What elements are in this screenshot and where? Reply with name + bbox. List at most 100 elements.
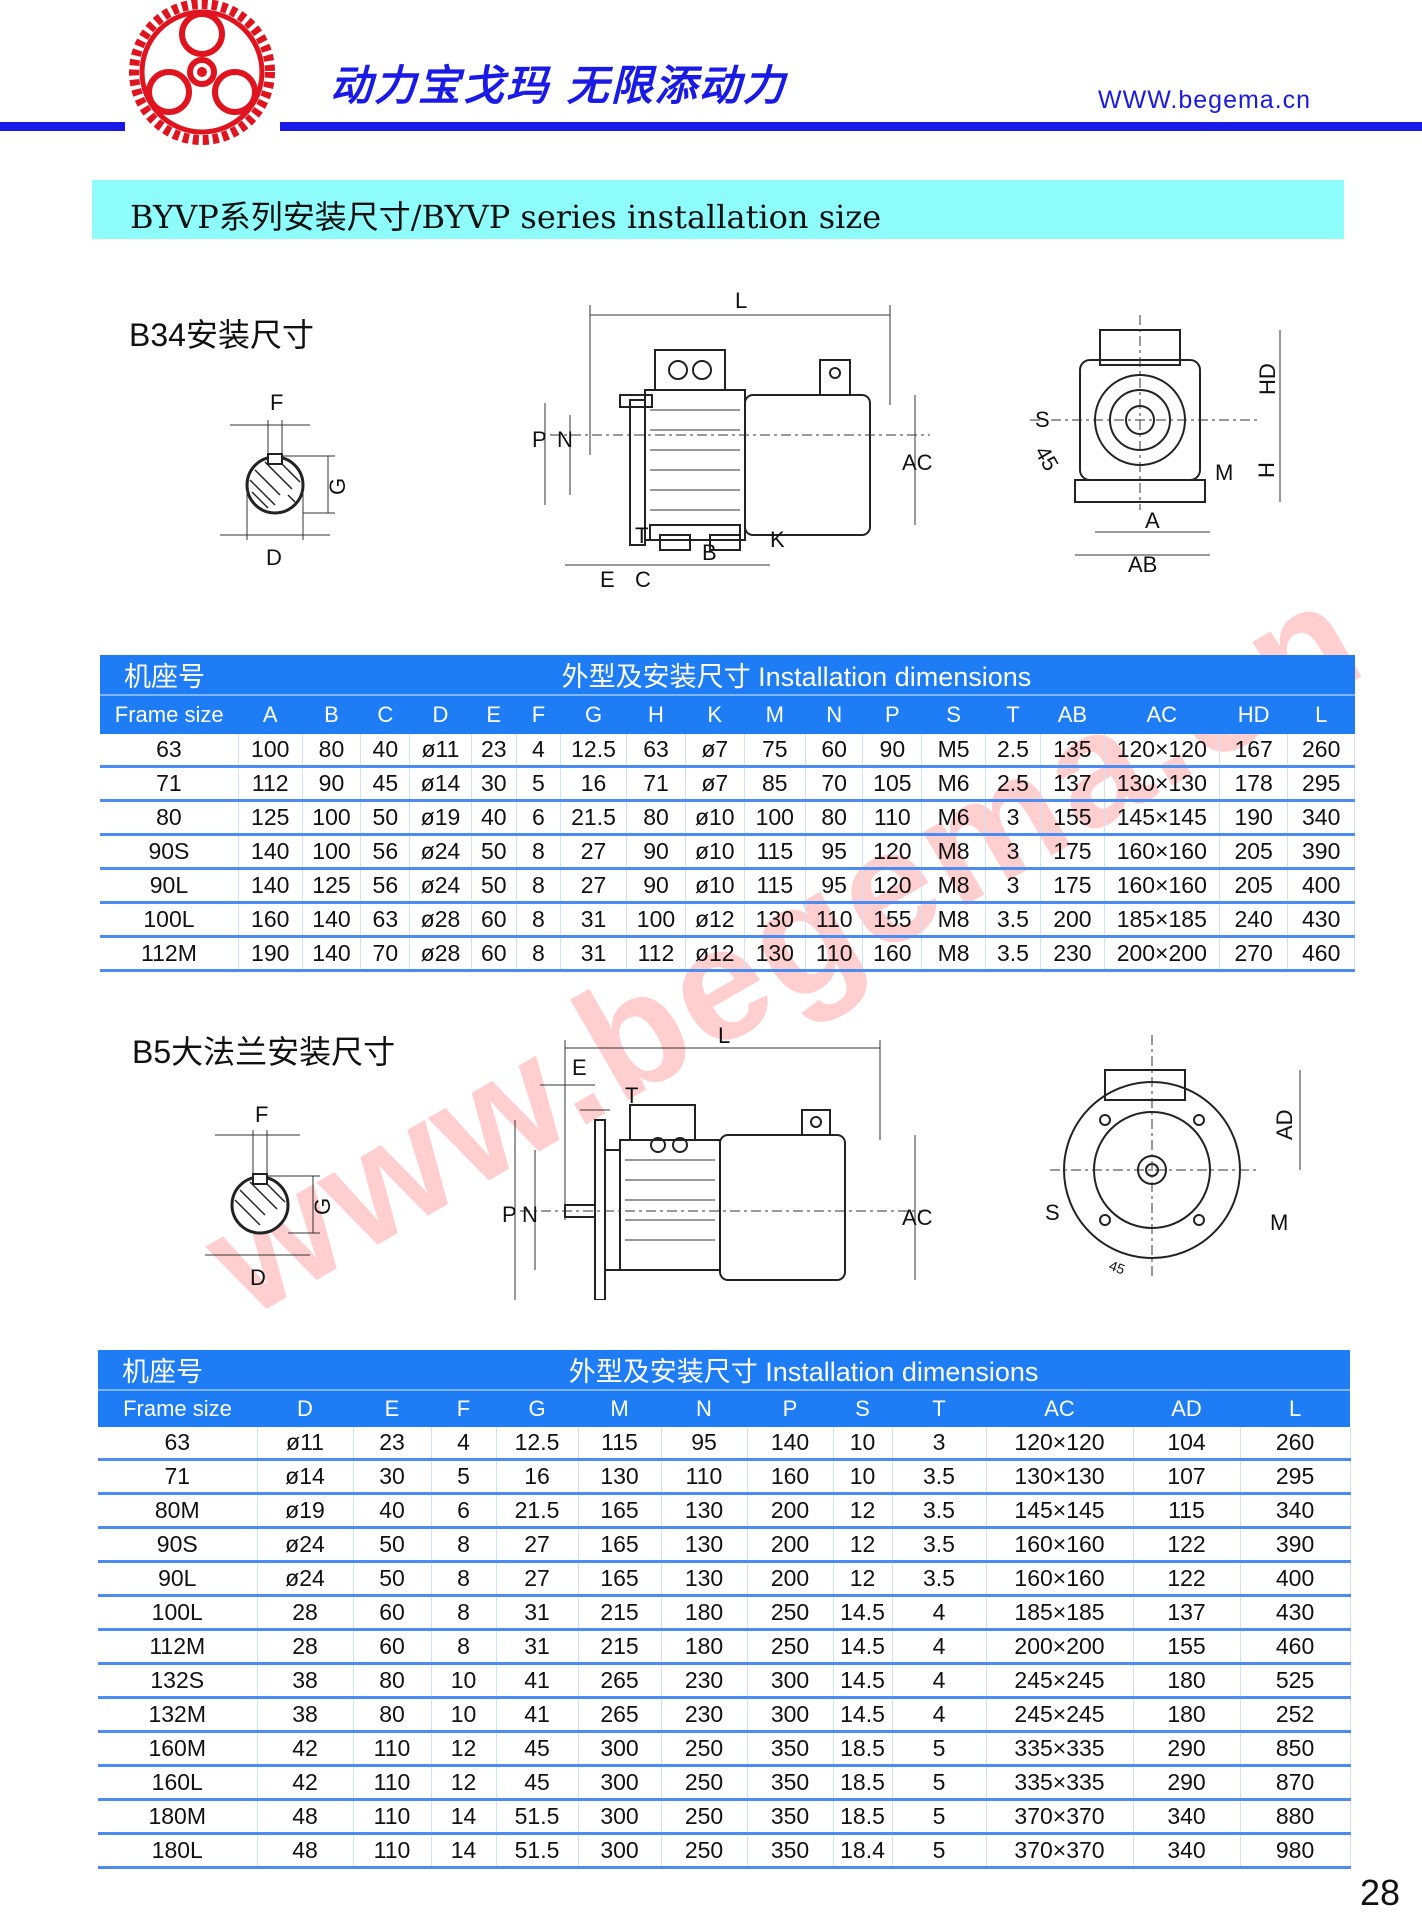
table-cell: 3 <box>985 834 1042 870</box>
table-cell: 110 <box>353 1731 432 1767</box>
dim-label-l: L <box>718 1023 730 1048</box>
table-cell: 350 <box>747 1833 834 1869</box>
table-cell: ø24 <box>257 1561 354 1597</box>
header-rule-right <box>280 122 1422 131</box>
dim-label-b: B <box>702 540 717 565</box>
dim-label-n: N <box>557 427 573 452</box>
table-cell: 250 <box>661 1833 748 1869</box>
table-cell: 370×370 <box>986 1833 1134 1869</box>
table-cell: 215 <box>578 1595 662 1631</box>
table-cell: 3.5 <box>985 936 1042 972</box>
table-cell: M6 <box>921 766 986 802</box>
table-cell: 45 <box>496 1731 579 1767</box>
table-cell: 40 <box>360 734 411 768</box>
table-cell: 21.5 <box>496 1493 579 1529</box>
table-cell: 3.5 <box>985 902 1042 938</box>
table-cell: M8 <box>921 936 986 972</box>
column-header: D <box>257 1389 353 1427</box>
table-cell: 180 <box>1133 1663 1241 1699</box>
website-link[interactable]: WWW.begema.cn <box>1098 86 1312 114</box>
table-cell: 145×145 <box>1104 800 1220 836</box>
table-cell: 12.5 <box>496 1427 579 1461</box>
b5-front-view-diagram: AD S M 45 <box>1045 1035 1301 1280</box>
table-cell: 390 <box>1240 1527 1351 1563</box>
table-cell: 155 <box>1133 1629 1241 1665</box>
table-cell: 250 <box>661 1799 748 1835</box>
table-cell: 12 <box>833 1527 893 1563</box>
table-cell: 180L <box>98 1833 258 1869</box>
table-cell: 8 <box>431 1629 497 1665</box>
table-cell: 340 <box>1133 1799 1241 1835</box>
table-cell: 14 <box>431 1799 497 1835</box>
table-cell: 5 <box>431 1459 497 1495</box>
table-cell: 132M <box>98 1697 258 1733</box>
column-header: T <box>892 1389 986 1427</box>
table-cell: 63 <box>100 734 239 768</box>
table-cell: 85 <box>744 766 806 802</box>
table-cell: 63 <box>626 734 686 768</box>
table-cell: 90 <box>626 834 686 870</box>
dim-label-h: H <box>1254 462 1279 478</box>
table-cell: 50 <box>471 834 517 870</box>
table-cell: 4 <box>892 1663 987 1699</box>
table-cell: 185×185 <box>1104 902 1220 938</box>
table-row: 80M ø19 40 6 21.5 165 130 200 12 3.5 145×145 115 340 <box>98 1493 1351 1529</box>
table-cell: 48 <box>257 1833 354 1869</box>
table-cell: 51.5 <box>496 1799 579 1835</box>
b34-side-view-diagram: L P N AC T B K E C <box>532 288 933 592</box>
column-header: D <box>409 694 472 734</box>
table-cell: 2.5 <box>985 734 1042 768</box>
table-cell: 300 <box>747 1663 834 1699</box>
table-cell: 27 <box>560 868 628 904</box>
table-cell: 28 <box>257 1629 354 1665</box>
table-cell: 130×130 <box>1104 766 1220 802</box>
table-cell: 60 <box>471 936 517 972</box>
table-cell: 42 <box>257 1731 354 1767</box>
b5-side-view-diagram: L E T P N AC <box>502 1023 933 1300</box>
table-cell: 6 <box>431 1493 497 1529</box>
header-rule-left <box>0 122 125 131</box>
dim-label-s: S <box>1035 407 1050 432</box>
table-row: 90L 140 125 56 ø24 50 8 27 90 ø10 115 95 120 M8 3 175 16… <box>100 868 1355 904</box>
table-cell: M6 <box>921 800 986 836</box>
table-cell: 165 <box>578 1493 662 1529</box>
column-header: AC <box>986 1389 1133 1427</box>
table-cell: 100 <box>626 902 686 938</box>
dim-label-angle: 45 <box>1107 1257 1127 1277</box>
dim-label-n: N <box>522 1202 538 1227</box>
column-header: P <box>862 694 922 734</box>
table-cell: 100L <box>98 1595 258 1631</box>
table-cell: 980 <box>1240 1833 1351 1869</box>
gear-logo-icon <box>129 0 275 145</box>
table-cell: 155 <box>1040 800 1105 836</box>
table-cell: 3.5 <box>892 1493 987 1529</box>
table-cell: 335×335 <box>986 1765 1134 1801</box>
table-cell: 8 <box>516 868 561 904</box>
table-header-row: Frame size A B C D E F G H K M N P S T AB AC HD L <box>100 694 1355 734</box>
column-header: S <box>921 694 986 734</box>
table-cell: 105 <box>862 766 923 802</box>
table-title: 外型及安装尺寸 Installation dimensions <box>257 1350 1351 1390</box>
table-cell: 200 <box>1040 902 1105 938</box>
column-header: F <box>431 1389 496 1427</box>
b5-shaft-section-diagram: F G D <box>205 1102 335 1290</box>
table-cell: 6 <box>516 800 561 836</box>
table-cell: 80M <box>98 1493 258 1529</box>
table-cell: 38 <box>257 1663 354 1699</box>
table-cell: 122 <box>1133 1527 1241 1563</box>
table-row: 90L ø24 50 8 27 165 130 200 12 3.5 160×160 122 400 <box>98 1561 1351 1597</box>
table-cell: 27 <box>496 1561 579 1597</box>
column-header: P <box>747 1389 833 1427</box>
table-cell: 140 <box>302 902 362 938</box>
table-cell: 40 <box>353 1493 432 1529</box>
table-cell: 14.5 <box>833 1595 893 1631</box>
table-cell: 110 <box>353 1799 432 1835</box>
table-cell: 90 <box>302 766 362 802</box>
table-cell: 250 <box>747 1629 834 1665</box>
table-cell: 4 <box>892 1629 987 1665</box>
table-cell: ø10 <box>685 868 745 904</box>
table-cell: 178 <box>1219 766 1289 802</box>
column-header: T <box>985 694 1041 734</box>
table-cell: 130 <box>578 1459 662 1495</box>
column-header: AC <box>1104 694 1220 734</box>
